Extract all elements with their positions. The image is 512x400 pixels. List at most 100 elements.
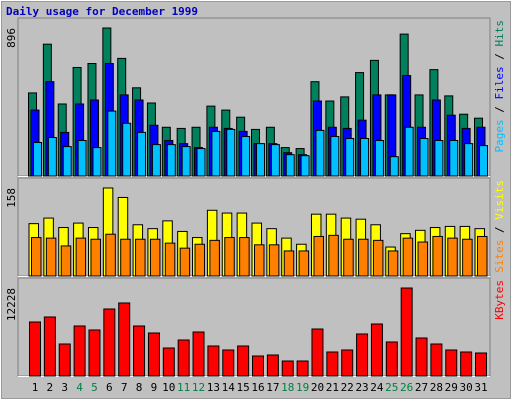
- y-tick-label: 896: [5, 28, 18, 48]
- legend-entry: Files: [493, 66, 506, 99]
- bar: [192, 331, 205, 377]
- x-tick-label: 15: [237, 381, 250, 394]
- bar: [77, 139, 87, 177]
- x-tick-label: 3: [61, 381, 68, 394]
- bar: [226, 128, 236, 177]
- x-tick-label: 5: [91, 381, 98, 394]
- y-tick-label: 12228: [5, 288, 18, 321]
- bar: [135, 238, 146, 277]
- bar: [345, 138, 355, 177]
- bar: [252, 355, 264, 377]
- bar: [434, 139, 444, 177]
- bar: [31, 237, 42, 277]
- x-tick-label: 11: [177, 381, 190, 394]
- x-tick-label: 13: [207, 381, 220, 394]
- bar: [404, 126, 414, 177]
- legend-entry: Hits: [493, 20, 506, 47]
- bar: [73, 325, 86, 377]
- bar: [166, 144, 176, 177]
- x-tick-label: 22: [341, 381, 354, 394]
- bar: [58, 343, 71, 377]
- bar: [29, 321, 41, 377]
- bar: [207, 345, 220, 377]
- bar: [266, 354, 279, 377]
- bar: [177, 339, 190, 377]
- bar: [360, 138, 370, 177]
- bar: [417, 241, 429, 277]
- bar: [449, 139, 459, 177]
- bar: [402, 237, 414, 277]
- x-tick-label: 8: [136, 381, 143, 394]
- bar: [196, 148, 206, 177]
- x-tick-label: 24: [370, 381, 384, 394]
- bar: [400, 287, 413, 377]
- legend-entry: KBytes: [493, 280, 506, 320]
- bar: [370, 323, 383, 377]
- bar: [254, 244, 265, 277]
- x-tick-label: 17: [266, 381, 279, 394]
- x-tick-label: 20: [311, 381, 324, 394]
- x-tick-label: 27: [415, 381, 428, 394]
- y-tick-label: 158: [5, 188, 18, 208]
- bar: [374, 139, 384, 177]
- bar: [389, 156, 399, 177]
- bar: [300, 155, 310, 177]
- legend-entry: Sites: [493, 240, 506, 273]
- x-tick-label: 1: [32, 381, 39, 394]
- x-tick-label: 10: [162, 381, 175, 394]
- bar: [356, 333, 369, 377]
- bar: [268, 244, 280, 277]
- bar: [122, 122, 132, 177]
- bar: [343, 238, 354, 277]
- bar: [479, 145, 488, 177]
- bar: [464, 143, 474, 177]
- x-tick-label: 4: [76, 381, 83, 394]
- bar: [237, 345, 250, 377]
- x-tick-label: 31: [474, 381, 487, 394]
- x-tick-label: 7: [121, 381, 128, 394]
- bar: [90, 238, 101, 277]
- bar: [341, 349, 354, 377]
- bar: [281, 360, 294, 377]
- x-tick-label: 30: [460, 381, 473, 394]
- bar: [103, 308, 116, 377]
- bar: [313, 235, 324, 277]
- bar: [270, 144, 280, 177]
- bar: [477, 235, 488, 277]
- x-tick-label: 6: [106, 381, 113, 394]
- bar: [415, 337, 428, 377]
- legend-entry: Pages: [493, 119, 506, 152]
- bar: [445, 349, 458, 377]
- bar: [181, 146, 191, 177]
- x-tick-label: 14: [222, 381, 236, 394]
- bar: [43, 316, 56, 377]
- legend: Pages / Files / Hits: [493, 20, 506, 153]
- bar: [120, 238, 131, 277]
- bar: [358, 238, 369, 277]
- bar: [256, 143, 265, 177]
- bar: [88, 329, 101, 377]
- x-tick-label: 29: [445, 381, 458, 394]
- bar: [387, 250, 399, 277]
- bar: [107, 110, 117, 177]
- bar: [211, 130, 221, 177]
- legend: KBytes: [493, 280, 506, 320]
- bar: [419, 138, 429, 177]
- bar: [372, 239, 384, 277]
- bar: [147, 332, 160, 377]
- bar: [283, 250, 295, 277]
- x-tick-label: 19: [296, 381, 309, 394]
- bar: [133, 325, 146, 377]
- legend-separator: /: [493, 220, 506, 240]
- bar: [47, 137, 57, 177]
- x-tick-label: 25: [385, 381, 398, 394]
- x-tick-label: 12: [192, 381, 205, 394]
- bar: [179, 247, 191, 277]
- legend-entry: Visits: [493, 180, 506, 220]
- bar: [45, 237, 57, 277]
- bar: [75, 237, 87, 277]
- bar: [224, 237, 235, 277]
- bar: [239, 237, 250, 277]
- bar: [296, 360, 309, 377]
